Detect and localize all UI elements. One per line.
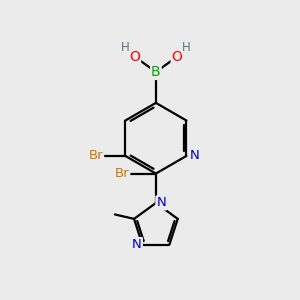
Text: O: O	[129, 50, 140, 64]
Text: Br: Br	[88, 149, 103, 162]
Text: N: N	[190, 149, 200, 162]
Text: B: B	[151, 65, 161, 79]
Text: N: N	[132, 238, 142, 251]
Text: H: H	[182, 41, 191, 54]
Text: O: O	[172, 50, 182, 64]
Text: H: H	[121, 41, 130, 54]
Text: N: N	[156, 196, 166, 209]
Text: Br: Br	[115, 167, 129, 180]
